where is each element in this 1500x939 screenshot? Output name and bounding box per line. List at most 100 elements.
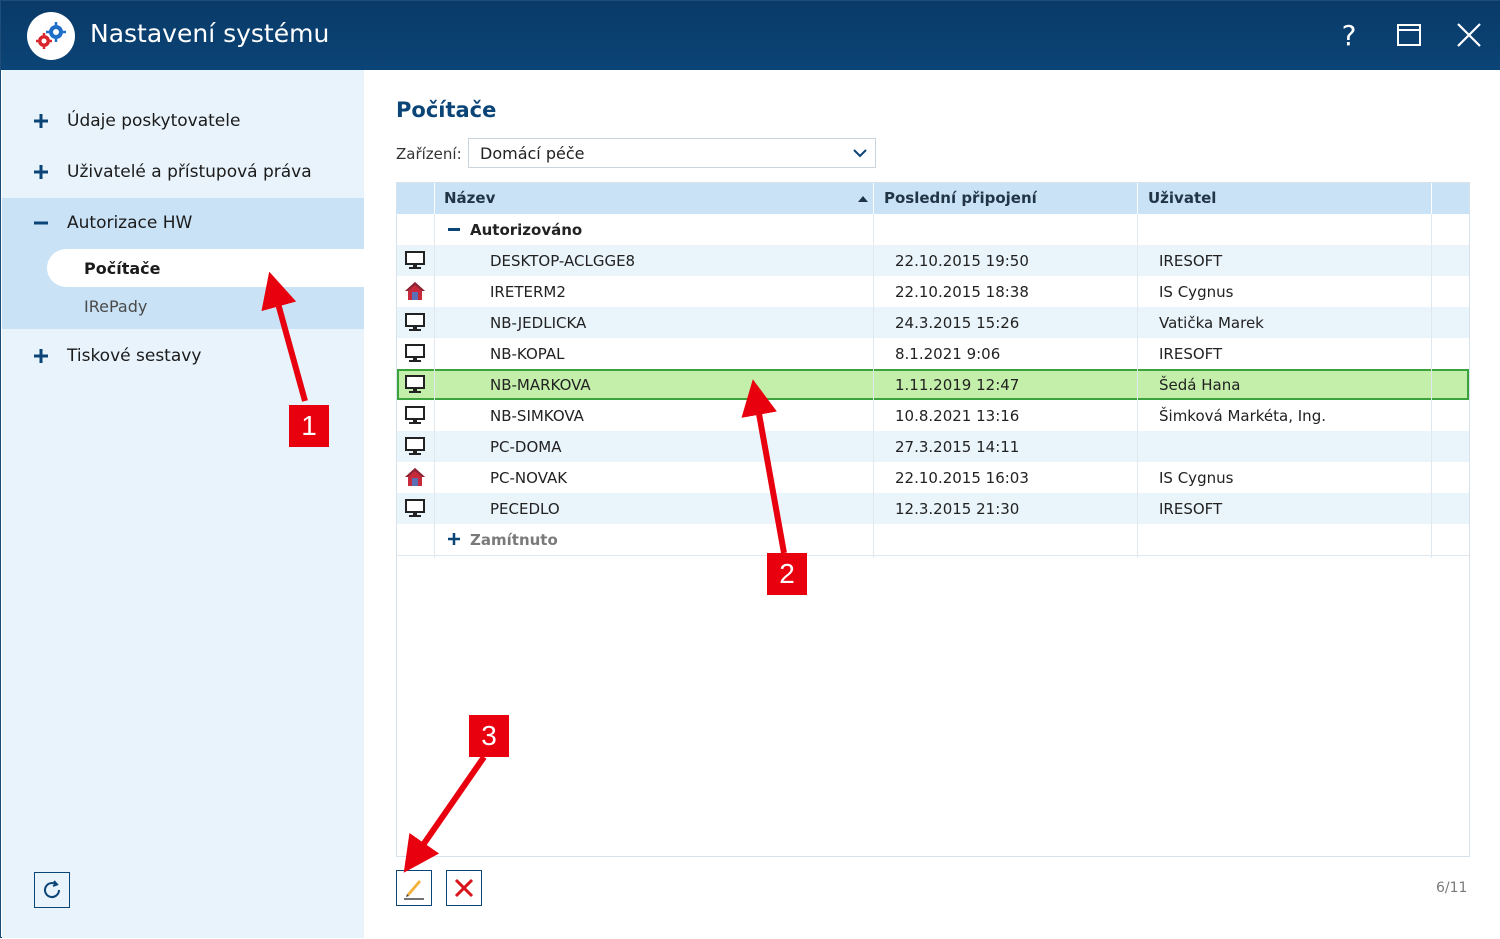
close-button[interactable]	[1449, 15, 1489, 55]
column-line	[873, 214, 874, 558]
column-line	[434, 214, 435, 558]
cell-user: Šimková Markéta, Ing.	[1159, 407, 1326, 425]
device-select-value: Domácí péče	[480, 144, 585, 163]
pencil-icon	[404, 880, 424, 900]
delete-button[interactable]	[446, 870, 482, 906]
main-panel: Počítače Zařízení: Domácí péče Název Pos…	[364, 70, 1500, 938]
cell-user: IS Cygnus	[1159, 469, 1234, 487]
cell-user: IRESOFT	[1159, 252, 1223, 270]
sidebar-subitem-irepady[interactable]: IRePady	[47, 287, 364, 325]
sidebar-item-autorizace-hw[interactable]: Autorizace HW	[2, 198, 364, 248]
cell-name: NB-KOPAL	[490, 345, 565, 363]
home-icon	[405, 468, 425, 486]
cell-user: IRESOFT	[1159, 345, 1223, 363]
cell-last-connection: 22.10.2015 18:38	[895, 283, 1029, 301]
edit-button[interactable]	[396, 870, 432, 906]
cell-name: PC-DOMA	[490, 438, 562, 456]
column-separator	[1137, 183, 1138, 214]
monitor-icon	[405, 313, 425, 331]
cell-last-connection: 10.8.2021 13:16	[895, 407, 1020, 425]
plus-icon	[34, 349, 48, 363]
close-icon	[1457, 23, 1481, 47]
sidebar: Údaje poskytovatele Uživatelé a přístupo…	[2, 70, 364, 938]
row-line	[397, 555, 1469, 556]
device-select[interactable]: Domácí péče	[468, 138, 876, 168]
plus-icon	[34, 165, 48, 179]
cell-user: IRESOFT	[1159, 500, 1223, 518]
cell-last-connection: 22.10.2015 16:03	[895, 469, 1029, 487]
column-separator	[1431, 183, 1432, 214]
table-row[interactable]: PECEDLO 12.3.2015 21:30 IRESOFT	[397, 493, 1469, 524]
monitor-icon	[405, 406, 425, 424]
column-header-uzivatel[interactable]: Uživatel	[1148, 189, 1217, 207]
refresh-button[interactable]	[34, 872, 70, 908]
table-row-selected[interactable]: NB-MARKOVA 1.11.2019 12:47 Šedá Hana	[397, 369, 1469, 400]
window-title: Nastavení systému	[90, 19, 330, 48]
sidebar-item-label: Autorizace HW	[67, 213, 193, 233]
sidebar-item-udaje-poskytovatele[interactable]: Údaje poskytovatele	[2, 96, 364, 146]
table-row[interactable]: NB-JEDLICKA 24.3.2015 15:26 Vatička Mare…	[397, 307, 1469, 338]
cell-name: PC-NOVAK	[490, 469, 568, 487]
column-header-nazev[interactable]: Název	[444, 189, 496, 207]
cell-user: Šedá Hana	[1159, 376, 1241, 394]
cell-last-connection: 24.3.2015 15:26	[895, 314, 1020, 332]
monitor-icon	[405, 344, 425, 362]
home-icon	[405, 282, 425, 300]
sidebar-subitem-label: Počítače	[84, 258, 161, 278]
column-line	[1137, 214, 1138, 558]
group-row-zamitnuto[interactable]: Zamítnuto	[397, 524, 1469, 555]
help-button[interactable]: ?	[1341, 18, 1357, 52]
table-row[interactable]: PC-DOMA 27.3.2015 14:11	[397, 431, 1469, 462]
plus-icon	[448, 533, 460, 545]
column-header-posledni-pripojeni[interactable]: Poslední připojení	[884, 189, 1037, 207]
sidebar-item-label: Uživatelé a přístupová práva	[67, 162, 312, 182]
chevron-down-icon	[853, 149, 867, 158]
refresh-icon	[44, 880, 61, 899]
sidebar-item-uzivatele[interactable]: Uživatelé a přístupová práva	[2, 147, 364, 197]
cell-name: PECEDLO	[490, 500, 560, 518]
cell-last-connection: 1.11.2019 12:47	[895, 376, 1020, 394]
cell-name: NB-MARKOVA	[490, 376, 591, 394]
group-row-autorizovano[interactable]: Autorizováno	[397, 214, 1469, 245]
sort-ascending-icon	[858, 196, 868, 202]
app-gears-icon	[27, 12, 75, 60]
minus-icon	[448, 228, 460, 231]
title-bar: Nastavení systému ?	[1, 1, 1500, 70]
monitor-icon	[405, 437, 425, 455]
sidebar-item-tiskove-sestavy[interactable]: Tiskové sestavy	[2, 331, 364, 381]
group-label: Autorizováno	[470, 221, 583, 239]
monitor-icon	[405, 499, 425, 517]
sidebar-item-label: Tiskové sestavy	[67, 346, 202, 366]
cell-user: Vatička Marek	[1159, 314, 1264, 332]
annotation-badge-1: 1	[289, 405, 329, 447]
close-red-icon	[454, 878, 474, 898]
cell-last-connection: 27.3.2015 14:11	[895, 438, 1020, 456]
cell-last-connection: 22.10.2015 19:50	[895, 252, 1029, 270]
sidebar-item-label: Údaje poskytovatele	[67, 111, 241, 131]
page-title: Počítače	[396, 98, 497, 122]
cell-name: IRETERM2	[490, 283, 566, 301]
annotation-badge-3: 3	[469, 715, 509, 757]
table-row[interactable]: DESKTOP-ACLGGE8 22.10.2015 19:50 IRESOFT	[397, 245, 1469, 276]
plus-icon	[34, 114, 48, 128]
table-row[interactable]: PC-NOVAK 22.10.2015 16:03 IS Cygnus	[397, 462, 1469, 493]
table-row[interactable]: NB-SIMKOVA 10.8.2021 13:16 Šimková Marké…	[397, 400, 1469, 431]
record-counter: 6/11	[1436, 880, 1468, 896]
cell-name: DESKTOP-ACLGGE8	[490, 252, 636, 270]
sidebar-subitem-label: IRePady	[84, 296, 148, 316]
cell-name: NB-JEDLICKA	[490, 314, 587, 332]
column-separator	[434, 183, 435, 214]
table-header: Název Poslední připojení Uživatel	[397, 183, 1469, 214]
table-row[interactable]: IRETERM2 22.10.2015 18:38 IS Cygnus	[397, 276, 1469, 307]
minus-icon	[34, 221, 48, 225]
monitor-icon	[405, 251, 425, 269]
cell-last-connection: 8.1.2021 9:06	[895, 345, 1001, 363]
sidebar-subitem-pocitace[interactable]: Počítače	[47, 249, 364, 287]
cell-user: IS Cygnus	[1159, 283, 1234, 301]
maximize-button[interactable]	[1389, 15, 1429, 55]
column-separator	[873, 183, 874, 214]
table-row[interactable]: NB-KOPAL 8.1.2021 9:06 IRESOFT	[397, 338, 1469, 369]
maximize-icon	[1397, 24, 1421, 46]
annotation-badge-2: 2	[767, 553, 807, 595]
